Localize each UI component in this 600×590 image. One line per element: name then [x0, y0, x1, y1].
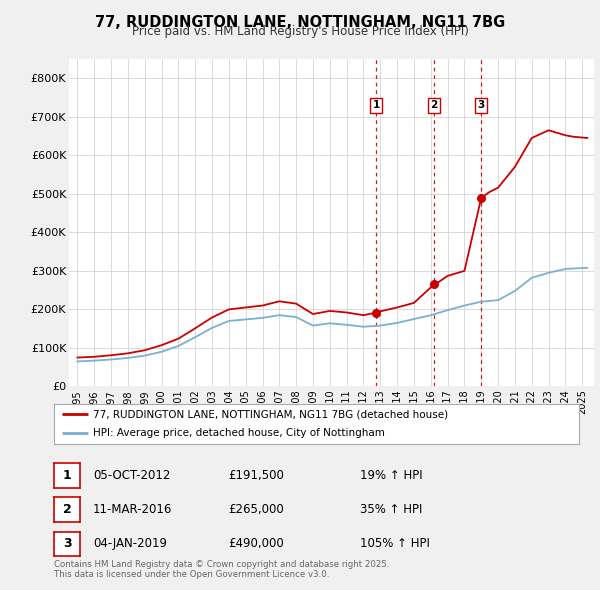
Text: 2: 2: [431, 100, 438, 110]
Text: 77, RUDDINGTON LANE, NOTTINGHAM, NG11 7BG (detached house): 77, RUDDINGTON LANE, NOTTINGHAM, NG11 7B…: [94, 409, 449, 419]
Text: £265,000: £265,000: [228, 503, 284, 516]
Text: 3: 3: [478, 100, 485, 110]
Text: 19% ↑ HPI: 19% ↑ HPI: [360, 469, 422, 482]
Text: 04-JAN-2019: 04-JAN-2019: [93, 537, 167, 550]
Text: 2: 2: [63, 503, 71, 516]
Text: Contains HM Land Registry data © Crown copyright and database right 2025.
This d: Contains HM Land Registry data © Crown c…: [54, 560, 389, 579]
Text: 1: 1: [373, 100, 380, 110]
Text: £191,500: £191,500: [228, 469, 284, 482]
Text: 3: 3: [63, 537, 71, 550]
Text: 11-MAR-2016: 11-MAR-2016: [93, 503, 172, 516]
Text: 35% ↑ HPI: 35% ↑ HPI: [360, 503, 422, 516]
Text: 77, RUDDINGTON LANE, NOTTINGHAM, NG11 7BG: 77, RUDDINGTON LANE, NOTTINGHAM, NG11 7B…: [95, 15, 505, 30]
Text: Price paid vs. HM Land Registry's House Price Index (HPI): Price paid vs. HM Land Registry's House …: [131, 25, 469, 38]
Text: 105% ↑ HPI: 105% ↑ HPI: [360, 537, 430, 550]
Text: £490,000: £490,000: [228, 537, 284, 550]
Text: 1: 1: [63, 469, 71, 482]
Text: HPI: Average price, detached house, City of Nottingham: HPI: Average price, detached house, City…: [94, 428, 385, 438]
Text: 05-OCT-2012: 05-OCT-2012: [93, 469, 170, 482]
